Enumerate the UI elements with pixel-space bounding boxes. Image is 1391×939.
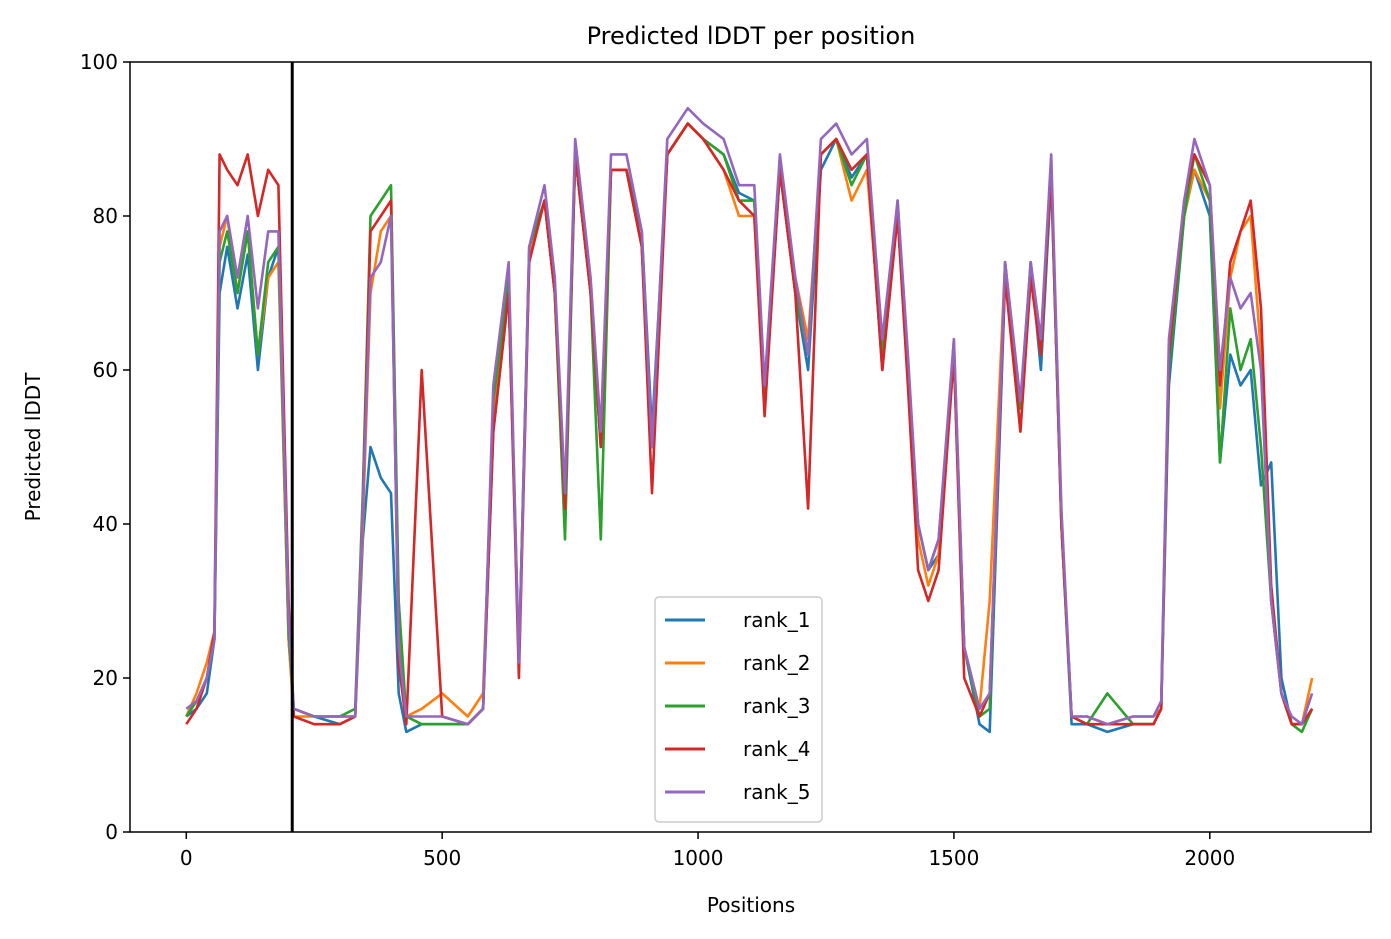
chart-title: Predicted lDDT per position	[587, 22, 916, 50]
legend-label-rank_2: rank_2	[743, 651, 810, 675]
legend-label-rank_3: rank_3	[743, 694, 810, 718]
y-tick-label: 40	[93, 512, 118, 536]
series-layer	[185, 106, 1314, 734]
legend-label-rank_1: rank_1	[743, 608, 810, 632]
legend-box	[654, 596, 823, 823]
legend-label-rank_5: rank_5	[743, 780, 810, 804]
y-tick-label: 80	[93, 204, 118, 228]
plot-frame	[129, 61, 1372, 833]
y-tick-label: 0	[105, 820, 118, 844]
ticks-layer: 0 500 1000 1500 2000 0 20 40 60 80 100	[80, 50, 1235, 870]
y-tick-label: 20	[93, 666, 118, 690]
y-tick-label: 100	[80, 50, 118, 74]
x-tick-label: 1000	[673, 846, 724, 870]
x-tick-label: 0	[180, 846, 193, 870]
y-axis-label: Predicted lDDT	[21, 372, 45, 522]
series-line-rank_5	[185, 106, 1314, 726]
legend-label-rank_4: rank_4	[743, 737, 810, 761]
x-tick-label: 500	[423, 846, 461, 870]
x-tick-label: 2000	[1184, 846, 1235, 870]
x-tick-label: 1500	[928, 846, 979, 870]
legend: rank_1 rank_2 rank_3 rank_4 rank_5	[654, 596, 823, 823]
y-tick-label: 60	[93, 358, 118, 382]
x-axis-label: Positions	[707, 893, 795, 917]
